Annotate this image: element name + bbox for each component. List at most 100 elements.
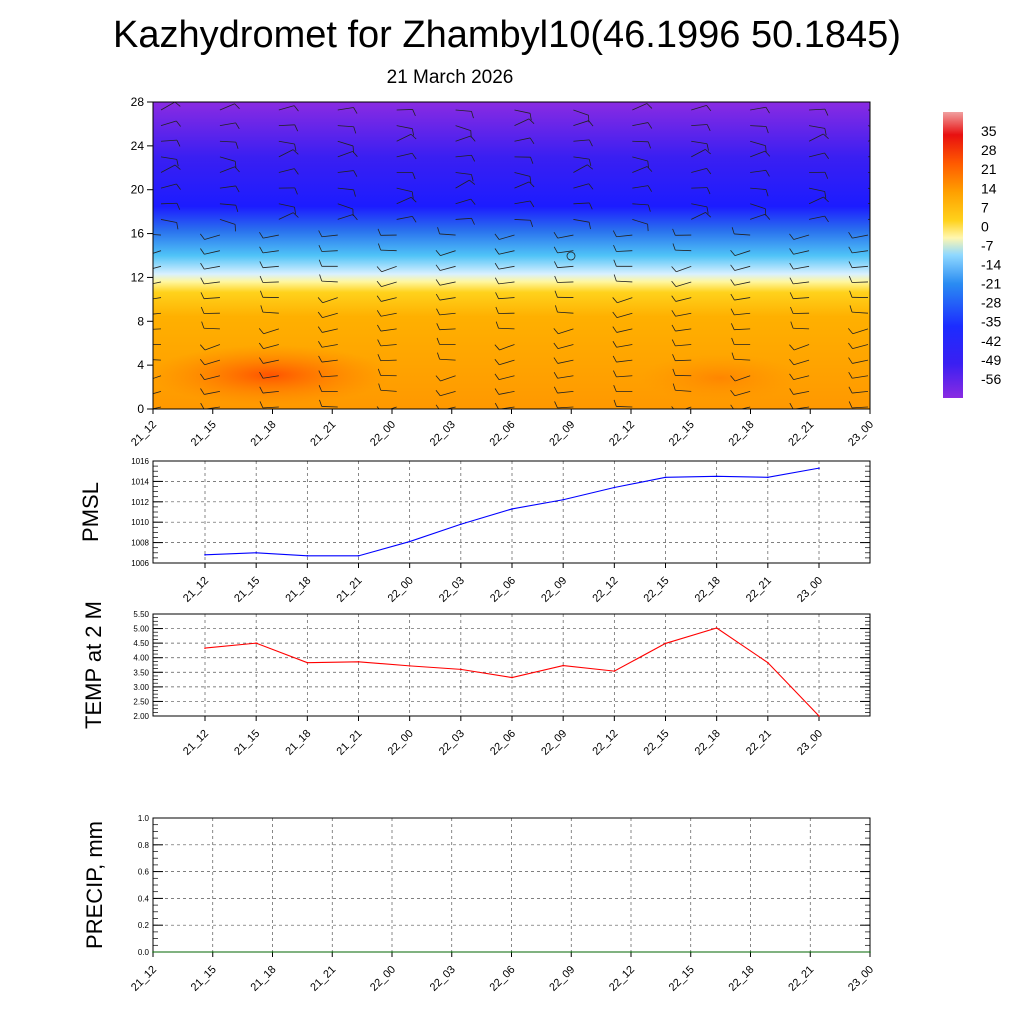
wind-barb xyxy=(691,187,711,195)
wind-barb-flag xyxy=(318,230,323,237)
wind-barb xyxy=(377,324,397,332)
wind-barb-flag xyxy=(848,342,853,349)
wind-barb xyxy=(199,359,221,366)
wind-barb xyxy=(377,243,397,252)
wind-barb xyxy=(789,262,810,270)
x-tick-label: 21_21 xyxy=(308,964,338,994)
wind-barb xyxy=(259,357,279,364)
wind-barb-flag xyxy=(790,321,794,329)
wind-barb-flag xyxy=(528,181,535,188)
data-point xyxy=(255,642,257,644)
wind-barb xyxy=(730,249,751,257)
wind-barb-shaft xyxy=(793,344,810,351)
wind-barb xyxy=(455,198,476,205)
wind-barb xyxy=(278,203,297,215)
wind-barb-shaft xyxy=(278,203,295,208)
x-tick-label: 22_15 xyxy=(642,575,672,605)
wind-barb-flag xyxy=(529,176,532,184)
wind-barb-flag xyxy=(141,390,145,396)
wind-barb-flag xyxy=(764,150,771,157)
wind-barb-flag xyxy=(495,306,499,314)
wind-barb xyxy=(514,118,535,126)
wind-barb-flag xyxy=(671,295,677,302)
wind-barb-shaft xyxy=(852,328,869,335)
heatmap-x-tick-label: 21_15 xyxy=(189,419,219,449)
colorbar-label: -35 xyxy=(981,314,1001,330)
wind-barb-shaft xyxy=(439,328,456,331)
wind-barb-shaft xyxy=(632,103,648,111)
wind-barb-flag xyxy=(259,275,264,283)
wind-barb xyxy=(612,355,633,363)
chart-subtitle: 21 March 2026 xyxy=(386,67,514,88)
wind-barb-shaft xyxy=(440,390,456,397)
wind-barb xyxy=(553,342,574,350)
wind-barb xyxy=(337,170,358,177)
wind-barb-flag xyxy=(411,128,415,136)
wind-barb-flag xyxy=(353,126,357,134)
wind-barb-shaft xyxy=(455,217,472,220)
wind-barb xyxy=(672,354,692,362)
wind-barb-shaft xyxy=(808,152,825,158)
wind-barb-flag xyxy=(647,141,652,149)
wind-barb-flag xyxy=(494,262,500,270)
wind-barb-shaft xyxy=(262,250,279,254)
wind-barb-shaft xyxy=(573,120,589,127)
wind-barb xyxy=(671,295,692,302)
wind-barb-shaft xyxy=(514,200,531,205)
wind-barb xyxy=(494,262,515,270)
heatmap-warm-core xyxy=(153,345,390,405)
wind-barb-shaft xyxy=(750,187,767,190)
data-point xyxy=(715,627,718,629)
wind-barb xyxy=(632,156,649,169)
wind-barb-flag xyxy=(294,187,298,195)
wind-barb xyxy=(259,261,279,269)
colorbar-labels: 35 28 21 14 7 0 -7 -14 -21 -28 -35 -42 -49 -56 xyxy=(981,123,1001,387)
wind-barb-flag xyxy=(259,401,264,409)
x-tick-label: 23_00 xyxy=(795,575,825,605)
wind-barb-shaft xyxy=(750,140,766,147)
wind-barb-flag xyxy=(848,328,854,335)
wind-barb-shaft xyxy=(499,234,515,240)
wind-barb xyxy=(808,196,829,205)
wind-barb-shaft xyxy=(396,133,412,142)
wind-barb-shaft xyxy=(219,103,235,111)
data-point xyxy=(460,523,462,526)
wind-barb-flag xyxy=(142,338,145,345)
wind-barb xyxy=(258,342,279,350)
wind-barb-shaft xyxy=(337,214,354,220)
wind-barb-shaft xyxy=(321,359,338,363)
wind-barb-flag xyxy=(411,196,417,203)
wind-barb-flag xyxy=(175,120,181,127)
wind-barb-shaft xyxy=(204,250,221,255)
wind-barb xyxy=(789,233,810,240)
wind-barb xyxy=(318,385,338,393)
wind-barb-shaft xyxy=(263,328,279,335)
wind-barb xyxy=(671,406,692,409)
wind-barb-shaft xyxy=(321,375,338,378)
wind-barb-flag xyxy=(530,157,534,164)
wind-barb-flag xyxy=(494,277,499,285)
wind-barb-shaft xyxy=(337,187,354,191)
x-tick-label: 22_06 xyxy=(488,728,518,758)
wind-barb xyxy=(200,306,220,314)
colorbar-label: -14 xyxy=(981,257,1001,273)
wind-barb xyxy=(495,321,515,330)
y-tick-label: 5.50 xyxy=(133,610,149,619)
wind-barb xyxy=(613,385,633,393)
wind-barb xyxy=(573,183,594,190)
wind-barb-flag xyxy=(494,373,500,380)
wind-barb xyxy=(750,150,771,158)
wind-barb xyxy=(494,373,515,380)
x-tick-label: 21_21 xyxy=(335,575,365,605)
wind-barb-flag xyxy=(318,355,323,363)
wind-barb-shaft xyxy=(632,185,649,189)
wind-barb-shaft xyxy=(734,233,751,236)
wind-barb-shaft xyxy=(676,265,692,273)
data-point xyxy=(510,951,513,953)
wind-barb-shaft xyxy=(750,125,767,127)
data-point xyxy=(818,467,820,469)
wind-barb-flag xyxy=(494,248,500,255)
wind-barb-shaft xyxy=(557,359,574,364)
wind-barb xyxy=(612,297,633,304)
wind-barb xyxy=(377,228,397,236)
